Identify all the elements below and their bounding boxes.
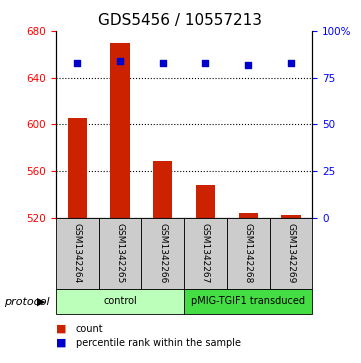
Bar <box>196 185 215 218</box>
Bar <box>281 216 300 218</box>
Point <box>288 60 294 66</box>
Text: pMIG-TGIF1 transduced: pMIG-TGIF1 transduced <box>191 296 305 306</box>
Bar <box>142 218 184 289</box>
Bar <box>153 160 172 218</box>
Text: percentile rank within the sample: percentile rank within the sample <box>76 338 241 348</box>
Point <box>74 60 80 66</box>
Text: GSM1342268: GSM1342268 <box>244 223 253 284</box>
Text: control: control <box>103 296 137 306</box>
Bar <box>110 42 130 218</box>
Bar <box>56 218 99 289</box>
Bar <box>68 118 87 218</box>
Text: ■: ■ <box>56 338 66 348</box>
Bar <box>227 218 270 289</box>
Text: GSM1342269: GSM1342269 <box>286 223 295 284</box>
Point <box>117 58 123 64</box>
Bar <box>239 213 258 218</box>
Point <box>245 62 251 68</box>
Bar <box>184 289 312 314</box>
Bar <box>270 218 312 289</box>
Bar <box>184 218 227 289</box>
Text: protocol: protocol <box>4 297 49 307</box>
Point <box>160 60 166 66</box>
Bar <box>99 218 142 289</box>
Text: count: count <box>76 323 104 334</box>
Text: GDS5456 / 10557213: GDS5456 / 10557213 <box>99 13 262 28</box>
Bar <box>56 289 184 314</box>
Point <box>203 60 208 66</box>
Text: GSM1342266: GSM1342266 <box>158 223 167 284</box>
Text: ■: ■ <box>56 323 66 334</box>
Text: GSM1342267: GSM1342267 <box>201 223 210 284</box>
Text: ▶: ▶ <box>37 297 46 307</box>
Text: GSM1342265: GSM1342265 <box>116 223 125 284</box>
Text: GSM1342264: GSM1342264 <box>73 223 82 283</box>
